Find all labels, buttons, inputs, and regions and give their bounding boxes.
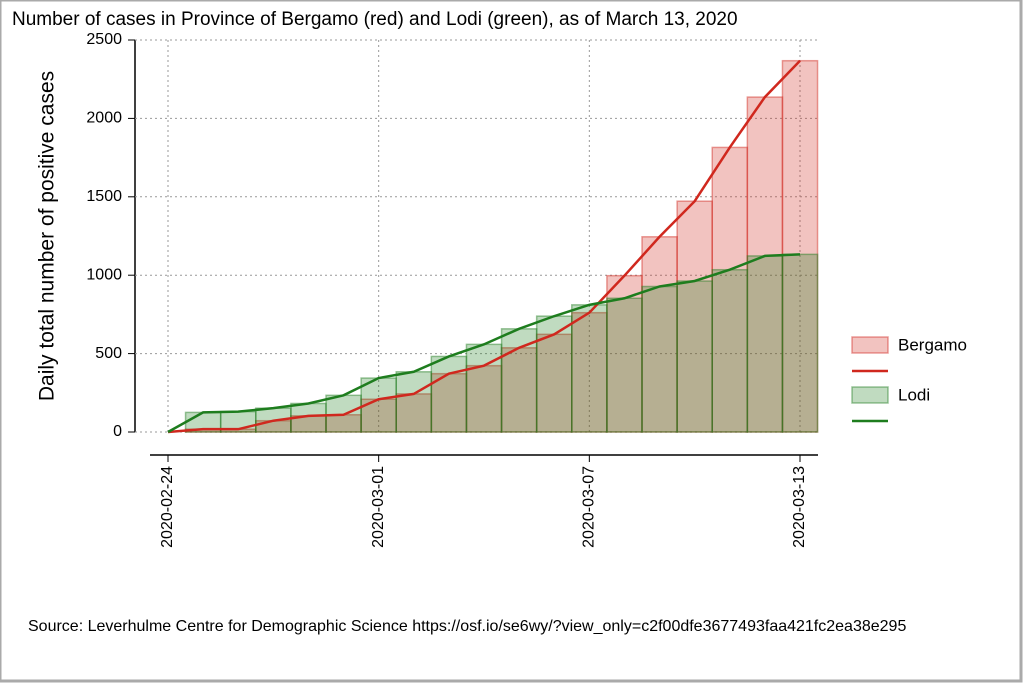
bar	[430, 355, 468, 433]
bar	[535, 333, 573, 433]
chart-title: Number of cases in Province of Bergamo (…	[12, 9, 738, 30]
bar	[746, 255, 784, 433]
legend-swatch	[851, 386, 889, 404]
y-tick-label: 1000	[86, 266, 122, 283]
x-tick-label: 2020-02-24	[159, 466, 176, 548]
x-tick-label: 2020-03-07	[581, 466, 598, 548]
legend-label: Lodi	[898, 385, 930, 404]
bar	[781, 59, 819, 433]
bar	[606, 297, 643, 433]
bar	[781, 253, 819, 433]
y-tick-label: 1500	[86, 188, 122, 205]
y-tick-label: 500	[95, 345, 122, 362]
y-tick-label: 2500	[86, 31, 122, 48]
bar	[500, 347, 538, 433]
bar	[571, 304, 608, 433]
bar	[711, 146, 749, 433]
legend-swatch	[851, 336, 889, 354]
y-axis-label: Daily total number of positive cases	[36, 71, 59, 401]
y-tick-label: 2000	[86, 110, 122, 127]
source-note: Source: Leverhulme Centre for Demographi…	[28, 618, 906, 635]
bar	[641, 285, 678, 433]
y-tick-label: 0	[113, 423, 122, 440]
bar	[676, 280, 713, 433]
bar	[606, 274, 643, 433]
bar	[395, 371, 433, 433]
line	[167, 59, 801, 434]
bar	[465, 343, 503, 433]
x-tick-label: 2020-03-13	[791, 466, 808, 548]
bar	[711, 268, 749, 433]
bar	[571, 311, 608, 433]
x-tick-label: 2020-03-01	[370, 466, 387, 548]
bar	[500, 328, 538, 433]
legend-label: Bergamo	[898, 335, 967, 354]
bar	[676, 200, 713, 433]
line	[167, 253, 801, 434]
